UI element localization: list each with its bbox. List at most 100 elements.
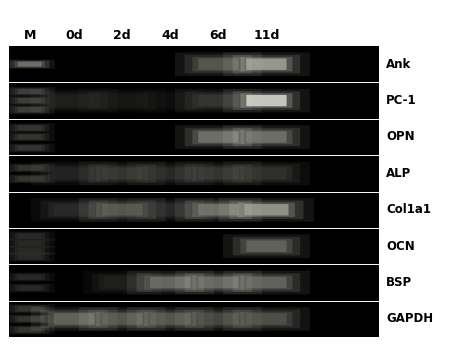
Text: 0d: 0d [65, 29, 83, 42]
FancyBboxPatch shape [5, 60, 55, 69]
FancyBboxPatch shape [233, 164, 300, 183]
Text: BSP: BSP [386, 276, 412, 289]
FancyBboxPatch shape [246, 240, 287, 252]
FancyBboxPatch shape [18, 165, 42, 170]
FancyBboxPatch shape [5, 87, 55, 96]
FancyBboxPatch shape [137, 273, 204, 292]
FancyBboxPatch shape [15, 125, 45, 131]
FancyBboxPatch shape [18, 176, 42, 181]
FancyBboxPatch shape [145, 166, 196, 181]
FancyBboxPatch shape [175, 162, 262, 185]
FancyBboxPatch shape [48, 312, 100, 326]
FancyBboxPatch shape [10, 133, 49, 141]
FancyBboxPatch shape [240, 93, 292, 108]
FancyBboxPatch shape [5, 231, 55, 240]
FancyBboxPatch shape [175, 307, 262, 331]
FancyBboxPatch shape [223, 271, 310, 294]
FancyBboxPatch shape [185, 128, 252, 146]
FancyBboxPatch shape [5, 96, 55, 105]
FancyBboxPatch shape [240, 57, 292, 72]
FancyBboxPatch shape [192, 203, 244, 217]
FancyBboxPatch shape [96, 93, 148, 108]
FancyBboxPatch shape [149, 93, 191, 108]
FancyBboxPatch shape [31, 198, 118, 222]
FancyBboxPatch shape [198, 277, 238, 288]
FancyBboxPatch shape [18, 327, 42, 332]
FancyBboxPatch shape [89, 201, 156, 219]
FancyBboxPatch shape [31, 89, 118, 112]
Text: 4d: 4d [162, 29, 179, 42]
FancyBboxPatch shape [18, 241, 42, 246]
FancyBboxPatch shape [185, 310, 252, 328]
FancyBboxPatch shape [154, 95, 187, 106]
FancyBboxPatch shape [96, 312, 148, 326]
Bar [9, 119, 379, 155]
FancyBboxPatch shape [127, 198, 214, 222]
FancyBboxPatch shape [127, 271, 214, 294]
FancyBboxPatch shape [96, 203, 148, 217]
FancyBboxPatch shape [18, 255, 42, 259]
FancyBboxPatch shape [10, 175, 49, 183]
FancyBboxPatch shape [54, 168, 94, 179]
FancyBboxPatch shape [240, 312, 292, 326]
FancyBboxPatch shape [104, 277, 140, 288]
FancyBboxPatch shape [102, 204, 142, 215]
FancyBboxPatch shape [10, 284, 49, 292]
FancyBboxPatch shape [15, 254, 45, 260]
FancyBboxPatch shape [79, 198, 166, 222]
Bar [9, 155, 379, 192]
FancyBboxPatch shape [198, 204, 238, 215]
FancyBboxPatch shape [10, 247, 49, 254]
FancyBboxPatch shape [15, 88, 45, 95]
Bar [9, 46, 379, 82]
FancyBboxPatch shape [10, 232, 49, 240]
FancyBboxPatch shape [233, 91, 300, 110]
FancyBboxPatch shape [246, 131, 287, 143]
FancyBboxPatch shape [40, 201, 108, 219]
FancyBboxPatch shape [244, 204, 289, 215]
FancyBboxPatch shape [145, 203, 196, 217]
FancyBboxPatch shape [175, 125, 262, 149]
FancyBboxPatch shape [18, 62, 42, 67]
FancyBboxPatch shape [5, 163, 55, 173]
FancyBboxPatch shape [192, 57, 244, 72]
FancyBboxPatch shape [48, 203, 100, 217]
FancyBboxPatch shape [15, 134, 45, 140]
FancyBboxPatch shape [18, 316, 42, 321]
FancyBboxPatch shape [10, 305, 49, 312]
FancyBboxPatch shape [18, 275, 42, 280]
FancyBboxPatch shape [15, 274, 45, 280]
Bar [9, 228, 379, 264]
FancyBboxPatch shape [175, 52, 262, 76]
FancyBboxPatch shape [89, 91, 156, 110]
FancyBboxPatch shape [15, 327, 45, 333]
FancyBboxPatch shape [10, 61, 49, 68]
FancyBboxPatch shape [233, 310, 300, 328]
FancyBboxPatch shape [175, 271, 262, 294]
FancyBboxPatch shape [223, 89, 310, 112]
FancyBboxPatch shape [10, 315, 49, 323]
FancyBboxPatch shape [15, 240, 45, 246]
FancyBboxPatch shape [31, 307, 118, 331]
FancyBboxPatch shape [18, 306, 42, 311]
FancyBboxPatch shape [5, 325, 55, 334]
FancyBboxPatch shape [223, 125, 310, 149]
FancyBboxPatch shape [54, 204, 94, 215]
FancyBboxPatch shape [96, 166, 148, 181]
FancyBboxPatch shape [145, 275, 196, 290]
FancyBboxPatch shape [102, 168, 142, 179]
FancyBboxPatch shape [246, 277, 287, 288]
FancyBboxPatch shape [198, 168, 238, 179]
FancyBboxPatch shape [240, 130, 292, 144]
FancyBboxPatch shape [15, 107, 45, 113]
FancyBboxPatch shape [219, 198, 314, 222]
FancyBboxPatch shape [15, 233, 45, 239]
FancyBboxPatch shape [5, 174, 55, 183]
FancyBboxPatch shape [223, 307, 310, 331]
Text: Ank: Ank [386, 58, 411, 71]
FancyBboxPatch shape [18, 135, 42, 139]
Text: OCN: OCN [386, 240, 415, 252]
FancyBboxPatch shape [10, 239, 49, 247]
FancyBboxPatch shape [246, 58, 287, 70]
FancyBboxPatch shape [240, 166, 292, 181]
